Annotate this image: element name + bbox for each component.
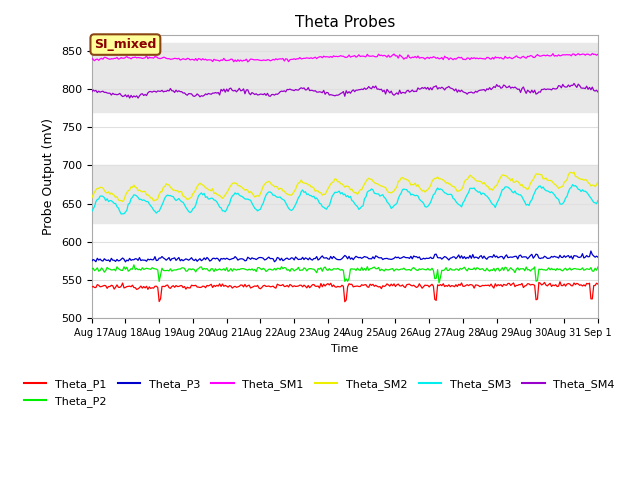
- Legend: Theta_P1, Theta_P2, Theta_P3, Theta_SM1, Theta_SM2, Theta_SM3, Theta_SM4: Theta_P1, Theta_P2, Theta_P3, Theta_SM1,…: [20, 375, 620, 411]
- Bar: [92, 165, 598, 223]
- Text: SI_mixed: SI_mixed: [94, 38, 157, 51]
- Bar: [92, 43, 598, 112]
- X-axis label: Time: Time: [331, 344, 358, 354]
- Title: Theta Probes: Theta Probes: [294, 15, 395, 30]
- Y-axis label: Probe Output (mV): Probe Output (mV): [42, 118, 55, 235]
